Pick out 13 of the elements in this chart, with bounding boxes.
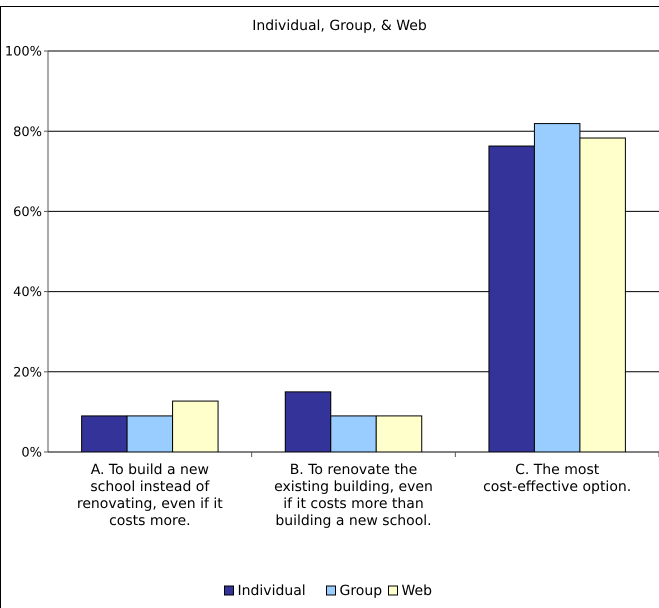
y-tick-label: 80% xyxy=(13,124,42,140)
legend-label: Individual xyxy=(238,583,306,599)
x-tick-label: C. The most cost-effective option. xyxy=(483,462,632,495)
y-tick-label: 60% xyxy=(13,204,42,220)
y-tick-label: 20% xyxy=(13,365,42,380)
x-tick-label: B. To renovate the existing building, even if it costs more than building a new school. xyxy=(274,462,433,529)
y-tick-label: 40% xyxy=(13,285,42,300)
legend-label: Web xyxy=(402,583,432,599)
x-tick-label: A. To build a new school instead of renovating, even if it costs more. xyxy=(76,462,224,529)
legend-label: Group xyxy=(340,583,382,599)
y-tick-label: 0% xyxy=(21,446,42,461)
chart-title: Individual, Group, & Web xyxy=(252,18,427,34)
y-tick-label: 100% xyxy=(4,44,42,60)
